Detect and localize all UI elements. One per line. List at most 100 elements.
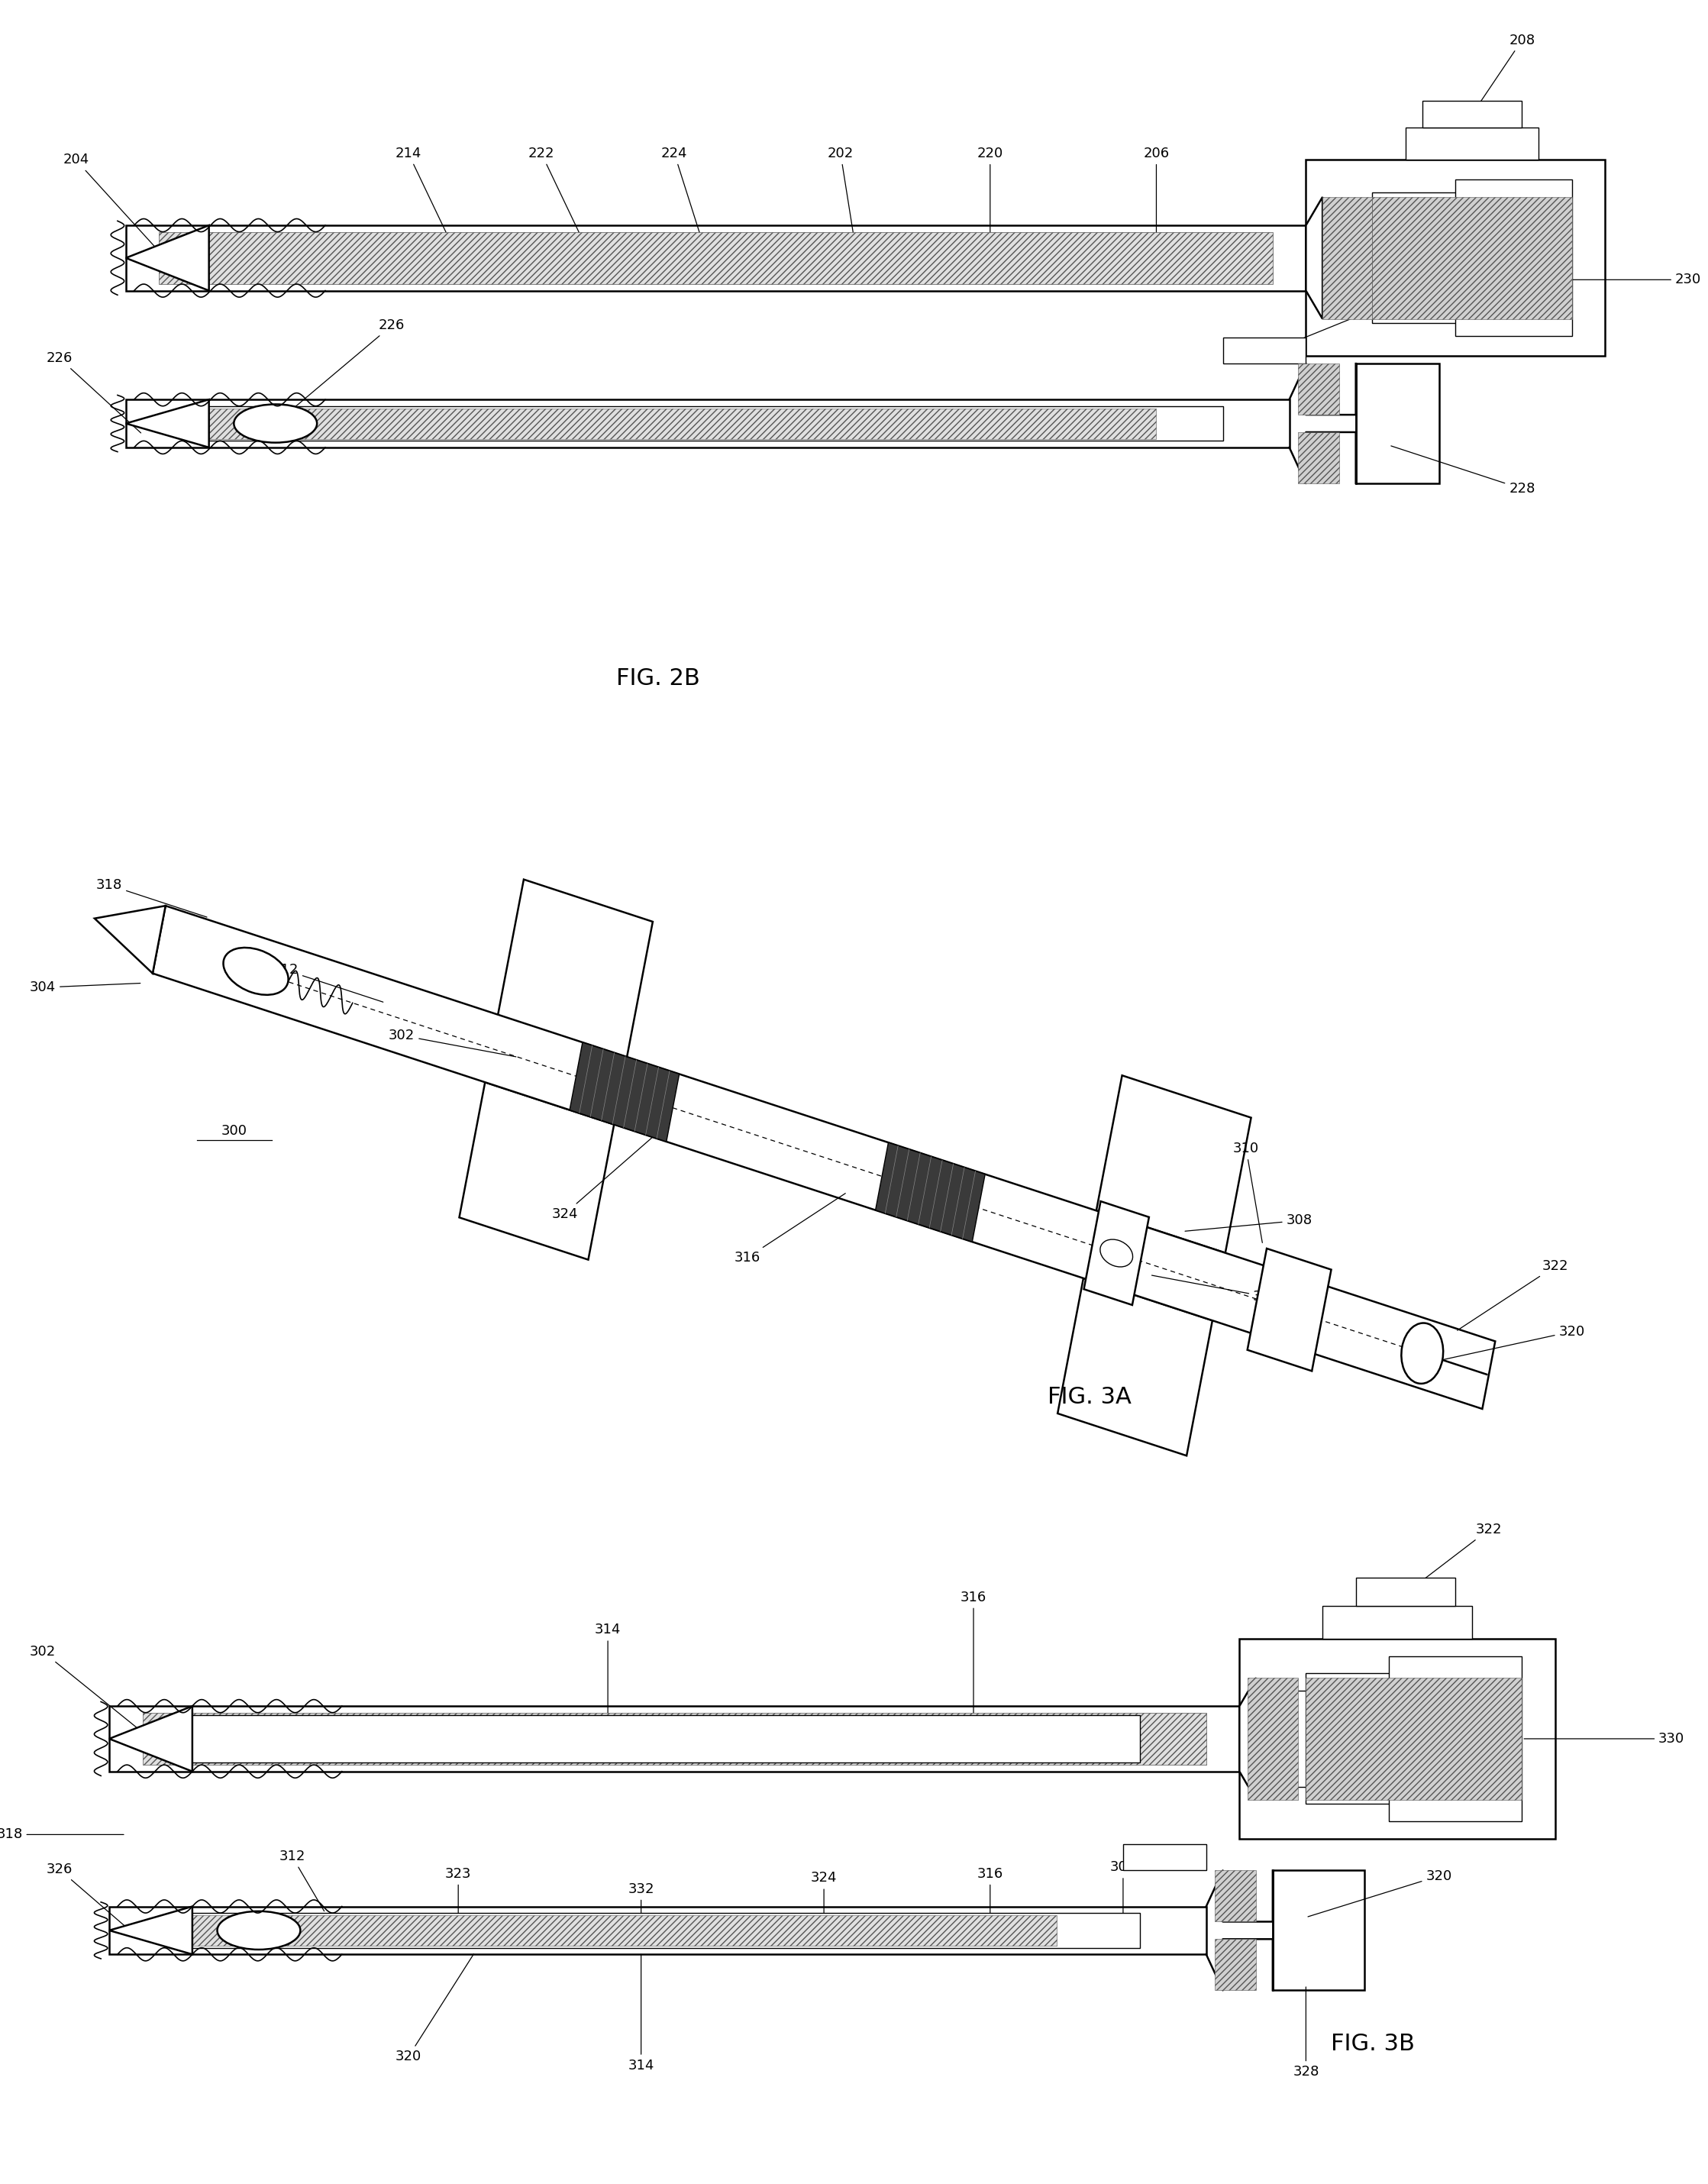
- Bar: [1298, 432, 1339, 483]
- Ellipse shape: [217, 1911, 301, 1950]
- Text: 208: 208: [1474, 33, 1535, 114]
- Bar: [1255, 1690, 1322, 1787]
- Polygon shape: [1247, 1249, 1331, 1372]
- Bar: [1307, 1677, 1522, 1800]
- Text: 318: 318: [96, 878, 207, 917]
- Text: FIG. 3B: FIG. 3B: [1331, 2033, 1414, 2055]
- Bar: [1423, 100, 1522, 127]
- Text: 302: 302: [29, 1645, 140, 1732]
- Bar: [1322, 1605, 1472, 1638]
- Bar: [109, 1706, 1240, 1771]
- Text: 304: 304: [29, 981, 140, 994]
- Text: 320: 320: [1424, 1326, 1585, 1363]
- Ellipse shape: [224, 948, 289, 996]
- Text: 228: 228: [1390, 446, 1535, 496]
- Bar: [1373, 192, 1472, 323]
- Text: 323: 323: [446, 1867, 471, 1920]
- Polygon shape: [570, 1042, 680, 1142]
- Ellipse shape: [234, 404, 318, 443]
- Text: 308: 308: [1185, 1214, 1312, 1232]
- Polygon shape: [1085, 1201, 1149, 1306]
- Text: 312: 312: [272, 963, 383, 1002]
- Bar: [1322, 197, 1373, 319]
- Bar: [1214, 1939, 1255, 1990]
- Polygon shape: [109, 1706, 193, 1771]
- Text: 322: 322: [1457, 1260, 1568, 1330]
- Text: 224: 224: [661, 146, 707, 256]
- Bar: [1307, 1673, 1406, 1804]
- Bar: [109, 1907, 1206, 1955]
- Bar: [1389, 1655, 1522, 1821]
- Polygon shape: [152, 906, 1495, 1409]
- Text: 326: 326: [46, 1863, 140, 1939]
- Bar: [1124, 1843, 1206, 1870]
- Text: FIG. 2B: FIG. 2B: [617, 666, 700, 690]
- Text: 320: 320: [395, 1955, 473, 2064]
- Text: 314: 314: [629, 1955, 654, 2073]
- Text: 204: 204: [63, 153, 157, 249]
- Bar: [1356, 363, 1438, 483]
- Bar: [193, 1915, 1057, 1946]
- Bar: [176, 1913, 1139, 1948]
- Text: 306: 306: [1110, 1861, 1136, 1942]
- Text: 302: 302: [389, 1029, 516, 1057]
- Text: 324: 324: [811, 1872, 837, 1928]
- Bar: [142, 1712, 1206, 1765]
- Bar: [159, 232, 1272, 284]
- Text: 306: 306: [1151, 1275, 1279, 1304]
- Text: 207: 207: [1274, 269, 1469, 349]
- Bar: [1406, 127, 1539, 159]
- Text: 312: 312: [278, 1850, 325, 1911]
- Text: 316: 316: [960, 1590, 987, 1730]
- Bar: [126, 400, 1290, 448]
- Ellipse shape: [1401, 1324, 1443, 1385]
- Text: 226: 226: [277, 319, 405, 422]
- Bar: [193, 406, 1223, 441]
- Bar: [1214, 1870, 1255, 1922]
- Text: 226: 226: [46, 352, 140, 432]
- Polygon shape: [94, 906, 166, 974]
- Text: 214: 214: [395, 146, 458, 256]
- Polygon shape: [109, 1907, 193, 1955]
- Text: 206: 206: [1143, 146, 1170, 256]
- Bar: [126, 225, 1307, 290]
- Text: 316: 316: [977, 1867, 1003, 1935]
- Polygon shape: [126, 400, 208, 448]
- Bar: [1240, 1638, 1556, 1839]
- Polygon shape: [459, 1016, 627, 1260]
- Text: 328: 328: [1293, 1987, 1319, 2079]
- Text: 320: 320: [1308, 1870, 1452, 1918]
- Bar: [1298, 363, 1339, 415]
- Text: 220: 220: [977, 146, 1003, 256]
- Polygon shape: [485, 880, 652, 1125]
- Text: 318: 318: [0, 1828, 123, 1841]
- Polygon shape: [1307, 197, 1322, 319]
- Bar: [208, 408, 1156, 439]
- Text: 222: 222: [528, 146, 591, 256]
- Bar: [1307, 159, 1606, 356]
- Bar: [1455, 179, 1571, 336]
- Bar: [1322, 210, 1389, 306]
- Polygon shape: [1057, 1278, 1213, 1457]
- Text: 230: 230: [1558, 273, 1701, 286]
- Text: 330: 330: [1524, 1732, 1684, 1745]
- Bar: [1373, 197, 1571, 319]
- Polygon shape: [1240, 1677, 1255, 1800]
- Bar: [1272, 1870, 1365, 1990]
- Bar: [1249, 1677, 1298, 1800]
- Text: 316: 316: [734, 1192, 845, 1265]
- Polygon shape: [1097, 1075, 1250, 1254]
- Text: 300: 300: [220, 1125, 248, 1138]
- Bar: [176, 1714, 1139, 1762]
- Polygon shape: [126, 225, 208, 290]
- Bar: [1223, 339, 1307, 363]
- Polygon shape: [876, 1142, 986, 1243]
- Ellipse shape: [1100, 1238, 1132, 1267]
- Text: 324: 324: [552, 1129, 663, 1221]
- Text: 202: 202: [827, 146, 857, 256]
- Bar: [1356, 1577, 1455, 1605]
- Text: 310: 310: [1233, 1142, 1262, 1243]
- Text: FIG. 3A: FIG. 3A: [1049, 1387, 1132, 1409]
- Text: 322: 322: [1390, 1522, 1501, 1605]
- Text: 332: 332: [629, 1883, 654, 1928]
